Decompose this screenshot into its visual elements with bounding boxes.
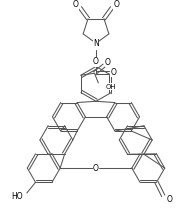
Text: O: O [93, 57, 99, 66]
Text: OH: OH [106, 84, 117, 90]
Text: O: O [93, 164, 99, 172]
Text: O: O [105, 58, 111, 67]
Text: O: O [166, 195, 172, 204]
Text: O: O [111, 68, 116, 77]
Text: N: N [93, 39, 99, 48]
Text: HO: HO [11, 192, 23, 201]
Text: O: O [114, 0, 120, 9]
Text: O: O [72, 0, 78, 9]
